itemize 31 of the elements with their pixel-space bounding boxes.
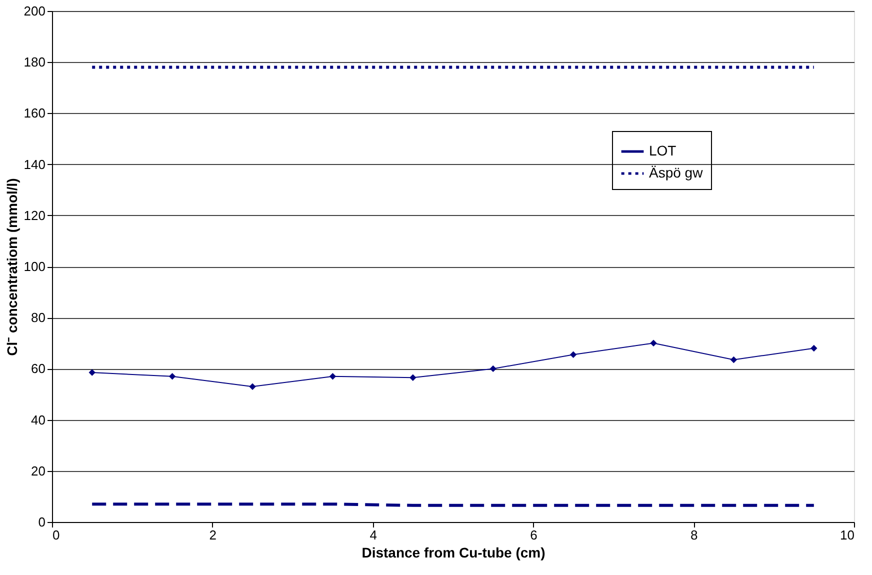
x-tick-label: 2: [209, 528, 217, 542]
x-axis-title: Distance from Cu-tube (cm): [362, 544, 546, 560]
y-tick-label: 80: [31, 310, 46, 326]
y-tick-label: 160: [24, 106, 46, 121]
y-tick-label: 60: [31, 361, 46, 376]
point: [810, 344, 818, 352]
point: [329, 373, 336, 380]
point: [249, 383, 256, 390]
legend-label: LOT: [649, 142, 677, 158]
x-tick-label: 4: [370, 528, 377, 542]
y-tick-label: 200: [24, 4, 46, 18]
x-tick-label: 0: [52, 528, 60, 542]
y-tick-label: 40: [31, 412, 46, 428]
y-tick-label: 140: [24, 156, 46, 172]
legend-label: Äspö gw: [649, 164, 704, 180]
y-axis-title: Cl⁻ concentratiom (mmol/l): [4, 178, 20, 356]
x-tick-label: 6: [530, 528, 538, 542]
y-tick-label: 180: [24, 54, 46, 70]
x-tick-label: 10: [840, 528, 854, 542]
x-tick-label: 8: [690, 528, 698, 542]
y-tick-label: 120: [24, 208, 46, 223]
point: [410, 374, 416, 381]
point: [168, 373, 176, 380]
y-tick-label: 20: [31, 463, 46, 478]
point: [490, 365, 496, 372]
point: [650, 340, 657, 347]
y-tick-label: 100: [24, 259, 46, 274]
point: [88, 369, 96, 376]
point: [730, 356, 738, 364]
y-tick-label: 0: [38, 514, 46, 530]
point: [570, 351, 577, 358]
